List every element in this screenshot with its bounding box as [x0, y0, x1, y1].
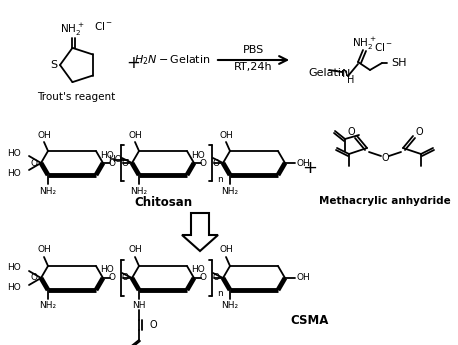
Text: O: O: [109, 274, 115, 283]
Text: O: O: [149, 320, 157, 330]
Text: HO: HO: [7, 148, 21, 158]
Text: OH: OH: [128, 246, 142, 255]
Text: O: O: [213, 158, 219, 168]
Text: O: O: [121, 158, 129, 168]
Text: O: O: [109, 158, 115, 168]
Text: O: O: [415, 127, 423, 137]
Text: RT,24h: RT,24h: [234, 62, 273, 72]
Text: HO: HO: [191, 150, 205, 159]
Text: OH: OH: [296, 158, 310, 168]
Text: HO: HO: [100, 150, 114, 159]
Text: H: H: [347, 75, 354, 85]
Text: O: O: [121, 274, 129, 283]
Text: O: O: [213, 274, 219, 283]
Text: OH: OH: [296, 274, 310, 283]
Text: OH: OH: [219, 246, 233, 255]
Text: $\mathregular{NH_2^+}$: $\mathregular{NH_2^+}$: [60, 22, 85, 38]
Text: HO: HO: [7, 168, 21, 177]
Text: Chitosan: Chitosan: [134, 197, 192, 209]
Text: HO: HO: [108, 156, 122, 165]
Text: O: O: [200, 158, 207, 168]
Text: $\mathregular{Cl^-}$: $\mathregular{Cl^-}$: [94, 20, 114, 32]
Text: HO: HO: [7, 264, 21, 273]
Text: CSMA: CSMA: [291, 314, 329, 326]
Text: OH: OH: [219, 130, 233, 139]
Text: OH: OH: [37, 130, 51, 139]
Text: NH₂: NH₂: [221, 187, 239, 196]
Text: O: O: [31, 158, 38, 168]
Text: $\mathregular{Cl^-}$: $\mathregular{Cl^-}$: [374, 41, 393, 53]
Text: n: n: [217, 289, 223, 298]
Text: PBS: PBS: [242, 45, 264, 55]
Text: NH₂: NH₂: [39, 302, 56, 310]
Text: +: +: [126, 54, 140, 72]
Text: O: O: [200, 274, 207, 283]
Text: OH: OH: [37, 246, 51, 255]
Text: $\mathregular{NH_2^+}$: $\mathregular{NH_2^+}$: [352, 36, 376, 52]
Text: NH₂: NH₂: [39, 187, 56, 196]
Text: N: N: [342, 69, 350, 79]
Text: NH₂: NH₂: [221, 302, 239, 310]
Text: NH: NH: [132, 302, 146, 310]
Text: SH: SH: [391, 58, 407, 68]
Text: +: +: [302, 159, 317, 177]
Text: O: O: [31, 274, 38, 283]
Text: Trout's reagent: Trout's reagent: [37, 92, 115, 102]
Text: S: S: [50, 60, 58, 70]
Text: O: O: [347, 127, 355, 137]
Text: HO: HO: [191, 266, 205, 275]
Text: $H_2N-$Gelatin: $H_2N-$Gelatin: [134, 53, 210, 67]
Text: n: n: [217, 175, 223, 184]
Text: Methacrylic anhydride: Methacrylic anhydride: [319, 196, 451, 206]
Text: HO: HO: [100, 266, 114, 275]
Text: O: O: [381, 153, 389, 163]
Text: OH: OH: [128, 130, 142, 139]
Text: NH₂: NH₂: [131, 187, 147, 196]
Text: Gelatin: Gelatin: [308, 68, 348, 78]
Text: HO: HO: [7, 284, 21, 293]
Polygon shape: [182, 213, 218, 251]
